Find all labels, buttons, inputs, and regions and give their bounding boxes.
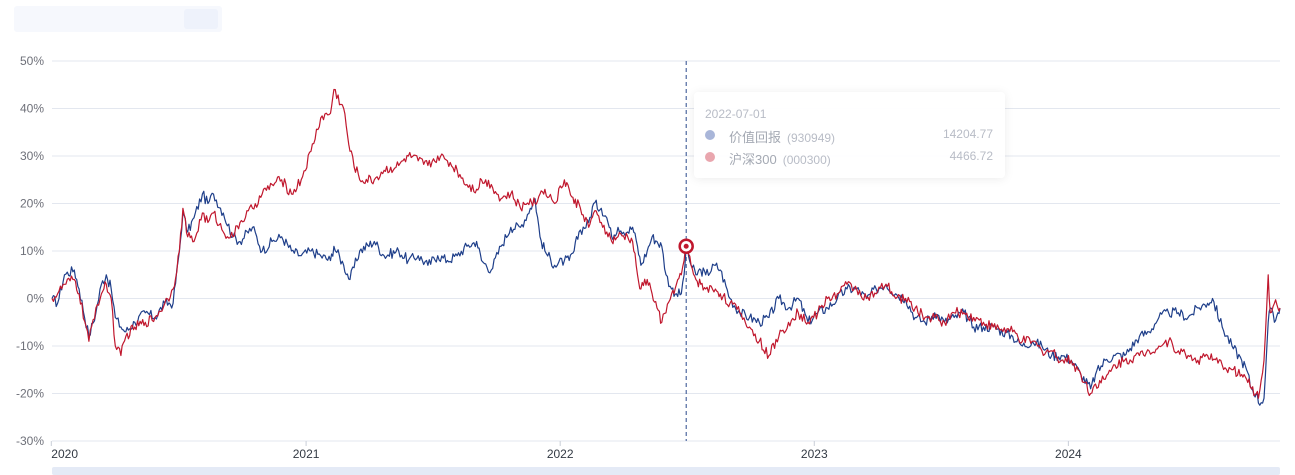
y-tick-label: -20%	[16, 387, 44, 401]
tooltip-series-name: 沪深300	[729, 152, 777, 167]
tooltip-date: 2022-07-01	[705, 107, 767, 121]
tooltip-series-code: (930949)	[787, 131, 836, 145]
x-tick-label: 2023	[801, 447, 828, 461]
tooltip-series-name: 价值回报	[729, 130, 782, 145]
x-tick-label: 2020	[51, 447, 78, 461]
tooltip-series-dot	[705, 152, 715, 162]
tooltip-series-value: 4466.72	[949, 149, 993, 163]
datazoom-slider[interactable]	[52, 467, 1280, 475]
x-tick-label: 2022	[547, 447, 574, 461]
y-tick-label: 20%	[20, 197, 44, 211]
tooltip-series-value: 14204.77	[942, 127, 993, 141]
x-tick-label: 2021	[293, 447, 320, 461]
y-tick-label: 50%	[20, 54, 44, 68]
series-line-value-return	[51, 190, 1281, 406]
chart-tooltip: 2022-07-01 价值回报 (930949) 14204.77 沪深300 (0…	[694, 92, 1005, 178]
y-tick-label: 0%	[27, 292, 45, 306]
y-tick-label: 30%	[20, 149, 44, 163]
series-line-hs300	[51, 88, 1281, 399]
y-tick-label: 40%	[20, 102, 44, 116]
x-tick-label: 2024	[1055, 447, 1082, 461]
legend-placeholder-bar	[14, 6, 222, 32]
tooltip-series-code: (000300)	[782, 153, 831, 167]
tooltip-row-value-return: 价值回报 (930949) 14204.77	[705, 127, 993, 145]
tooltip-series-dot	[705, 130, 715, 140]
tooltip-row-hs300: 沪深300 (000300) 4466.72	[705, 149, 993, 167]
y-tick-label: -10%	[16, 339, 44, 353]
y-tick-label: -30%	[16, 434, 44, 448]
legend-placeholder-chip[interactable]	[184, 9, 218, 29]
hover-point-center	[683, 243, 689, 249]
y-tick-label: 10%	[20, 244, 44, 258]
